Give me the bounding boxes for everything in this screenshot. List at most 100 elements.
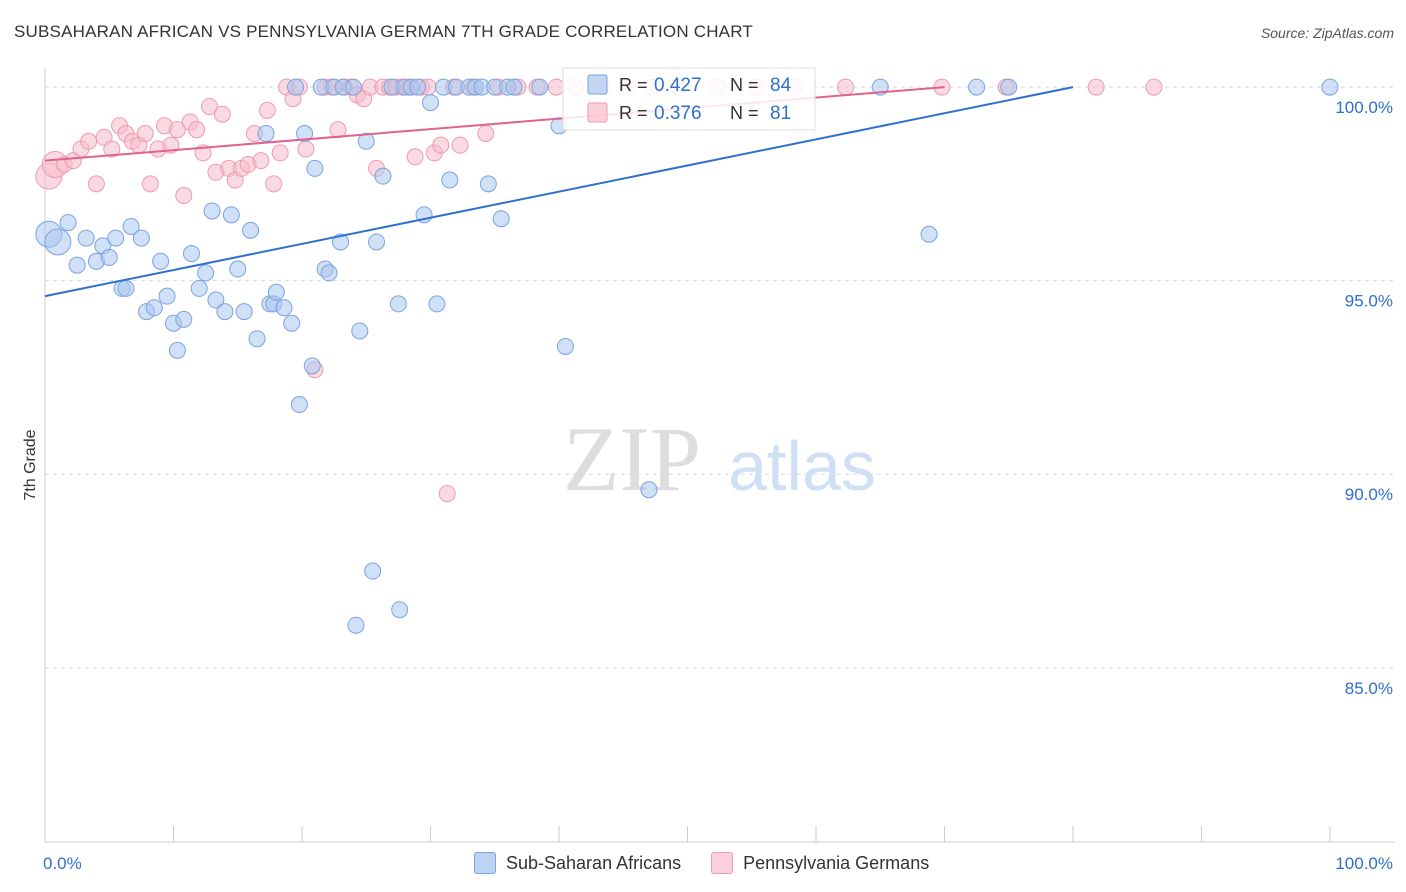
blue-point: [287, 78, 305, 96]
stats-r-value: 0.376: [654, 103, 702, 124]
blue-point: [229, 260, 247, 278]
blue-point: [364, 562, 382, 580]
blue-point: [152, 252, 170, 270]
blue-point: [920, 225, 938, 243]
pink-point: [438, 485, 456, 503]
stats-r-value: 0.427: [654, 75, 702, 96]
blue-point: [391, 601, 409, 619]
blue-point: [531, 78, 549, 96]
blue-point: [207, 291, 225, 309]
blue-point: [1321, 78, 1339, 96]
stats-swatch: [587, 102, 608, 123]
blue-point: [556, 337, 574, 355]
blue-point: [267, 283, 285, 301]
blue-point: [145, 299, 163, 317]
y-tick-label: 100.0%: [1335, 98, 1393, 117]
pink-point: [103, 140, 121, 158]
blue-points: [35, 78, 1339, 634]
blue-point: [357, 132, 375, 150]
blue-point: [77, 229, 95, 247]
pink-point: [141, 175, 159, 193]
blue-point: [332, 233, 350, 251]
blue-point: [389, 295, 407, 313]
x-tick-label-max: 100.0%: [1335, 854, 1393, 873]
pink-point: [297, 140, 315, 158]
pink-point: [87, 175, 105, 193]
blue-point: [216, 303, 234, 321]
watermark-atlas: atlas: [728, 427, 876, 505]
legend-swatch-blue: [474, 852, 496, 874]
blue-point: [122, 217, 140, 235]
pink-point: [175, 186, 193, 204]
blue-point: [190, 279, 208, 297]
legend-label-pennsylvania: Pennsylvania Germans: [743, 852, 930, 873]
blue-point: [505, 78, 523, 96]
source-label: Source: ZipAtlas.com: [1260, 25, 1394, 41]
blue-point: [492, 210, 510, 228]
blue-point: [303, 357, 321, 375]
x-tick-label-min: 0.0%: [43, 854, 82, 873]
blue-point: [68, 256, 86, 274]
blue-trend-line: [44, 86, 1074, 298]
pink-point: [451, 136, 469, 154]
blue-point: [175, 310, 193, 328]
pink-point: [213, 105, 231, 123]
blue-point: [422, 94, 439, 112]
axes-layer: 0.0% 100.0%: [43, 68, 1395, 873]
blue-point: [248, 330, 266, 348]
blue-point: [347, 616, 365, 634]
pink-point: [265, 175, 283, 193]
pink-point: [1145, 78, 1163, 96]
blue-point: [59, 214, 77, 232]
blue-point: [640, 481, 658, 499]
stats-r-label: R =: [619, 103, 648, 123]
blue-point: [296, 125, 314, 143]
pink-point: [188, 121, 206, 139]
y-tick-label: 85.0%: [1345, 679, 1393, 698]
legend-item-pennsylvania[interactable]: Pennsylvania Germans: [711, 852, 929, 874]
pink-point: [477, 125, 495, 143]
blue-point: [275, 299, 293, 317]
blue-point: [344, 78, 362, 96]
stats-r-label: R =: [619, 75, 648, 95]
blue-point: [107, 229, 125, 247]
pink-point: [168, 121, 186, 139]
blue-point: [320, 264, 338, 282]
blue-point: [306, 159, 324, 177]
legend-item-sub-saharan[interactable]: Sub-Saharan Africans: [474, 852, 681, 874]
legend-swatch-pink: [711, 852, 734, 874]
blue-point: [158, 287, 176, 305]
blue-point: [968, 78, 986, 96]
pink-point: [200, 97, 218, 115]
stats-n-value: 81: [770, 103, 791, 124]
blue-point: [351, 322, 369, 340]
pink-point: [80, 132, 98, 150]
blue-point: [117, 279, 135, 297]
trend-lines: [44, 86, 1074, 298]
pink-point: [406, 148, 424, 166]
y-tick-label: 95.0%: [1345, 292, 1393, 311]
blue-point: [222, 206, 240, 224]
blue-point: [203, 202, 221, 220]
blue-point: [242, 221, 260, 239]
blue-point: [44, 228, 72, 256]
blue-point: [235, 303, 253, 321]
blue-point: [257, 125, 275, 143]
pink-point: [252, 152, 270, 170]
blue-point: [182, 245, 200, 263]
chart-title: SUBSAHARAN AFRICAN VS PENNSYLVANIA GERMA…: [14, 22, 753, 41]
blue-point: [479, 175, 497, 193]
blue-point: [409, 78, 427, 96]
blue-point: [132, 229, 150, 247]
blue-point: [1000, 78, 1018, 96]
blue-point: [197, 264, 215, 282]
stats-swatch: [587, 74, 608, 95]
y-axis-label: 7th Grade: [22, 429, 39, 500]
blue-point: [290, 396, 308, 414]
watermark: ZIP atlas: [563, 408, 876, 510]
pink-point: [136, 125, 154, 143]
stats-n-label: N =: [730, 103, 759, 123]
stats-n-label: N =: [730, 75, 759, 95]
pink-point: [1087, 78, 1105, 96]
